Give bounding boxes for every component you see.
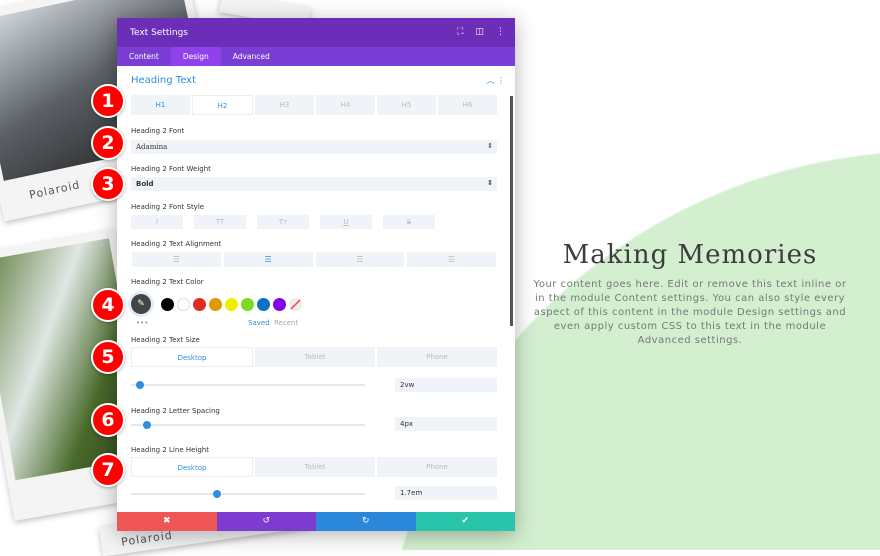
font-label: Heading 2 Font: [131, 127, 185, 135]
swatch-orange[interactable]: [209, 297, 222, 311]
align-label: Heading 2 Text Alignment: [131, 240, 222, 248]
section-title[interactable]: Heading Text: [131, 75, 197, 86]
module-heading: Making Memories: [562, 240, 818, 270]
tab-content[interactable]: Content: [129, 52, 159, 61]
step-badge: 1: [91, 84, 125, 118]
spacing-slider[interactable]: [131, 421, 365, 429]
size-label: Heading 2 Text Size: [131, 336, 200, 344]
weight-select[interactable]: Bold ⇕: [131, 177, 497, 191]
tab-advanced[interactable]: Advanced: [232, 52, 270, 61]
step-badge: 5: [91, 340, 125, 374]
alignment-buttons: ☰ ☰ ☰ ☰: [132, 252, 496, 267]
heading-level-h3[interactable]: H3: [255, 95, 314, 115]
slider-handle[interactable]: [135, 381, 144, 389]
weight-label: Heading 2 Font Weight: [131, 165, 211, 173]
size-input[interactable]: 2vw: [395, 378, 497, 392]
save-button[interactable]: ✔: [415, 512, 515, 531]
more-icon[interactable]: ⋮: [496, 27, 505, 37]
size-slider[interactable]: [131, 381, 365, 389]
capitalize-button[interactable]: Tт: [257, 215, 309, 229]
heading-level-tabs: H1 H2 H3 H4 H5 H6: [131, 95, 497, 115]
panel-header: Text Settings ⛶ ◫ ⋮: [117, 18, 515, 47]
tab-desktop[interactable]: Desktop: [131, 457, 253, 477]
heading-level-h2[interactable]: H2: [192, 95, 253, 115]
undo-button[interactable]: ↺: [216, 512, 316, 531]
scrollbar[interactable]: [510, 96, 513, 326]
step-badge: 4: [91, 288, 125, 322]
swatch-green[interactable]: [241, 297, 254, 311]
expand-icon[interactable]: ⛶: [457, 27, 464, 37]
split-icon[interactable]: ◫: [475, 27, 484, 37]
spacing-label: Heading 2 Letter Spacing: [131, 407, 220, 415]
font-value: Adamina: [136, 143, 168, 151]
tab-desktop[interactable]: Desktop: [131, 347, 253, 367]
heading-level-h1[interactable]: H1: [131, 95, 190, 115]
module-body: Your content goes here. Edit or remove t…: [533, 279, 847, 346]
tab-phone[interactable]: Phone: [377, 347, 497, 367]
select-arrow-icon: ⇕: [487, 179, 493, 187]
panel-title: Text Settings: [130, 28, 188, 38]
slider-handle[interactable]: [142, 421, 151, 429]
line-height-device-tabs: Desktop Tablet Phone: [131, 457, 497, 477]
step-badge: 6: [91, 403, 125, 437]
step-badge: 3: [91, 167, 125, 201]
font-style-buttons: I TT Tт U S: [131, 215, 435, 229]
tab-phone[interactable]: Phone: [377, 457, 497, 477]
swatch-yellow[interactable]: [225, 297, 238, 311]
align-justify-icon[interactable]: ☰: [407, 252, 496, 267]
step-badge: 2: [91, 126, 125, 160]
align-center-icon[interactable]: ☰: [223, 252, 313, 267]
color-label: Heading 2 Text Color: [131, 278, 204, 286]
strikethrough-button[interactable]: S: [383, 215, 435, 229]
swatch-black[interactable]: [161, 297, 174, 311]
swatch-blue[interactable]: [257, 297, 270, 311]
underline-button[interactable]: U: [320, 215, 372, 229]
swatch-red[interactable]: [193, 297, 206, 311]
weight-value: Bold: [136, 180, 154, 188]
size-device-tabs: Desktop Tablet Phone: [131, 347, 497, 367]
uppercase-button[interactable]: TT: [194, 215, 246, 229]
line-height-slider[interactable]: [131, 490, 365, 498]
section-controls[interactable]: ︿ ⋮: [486, 76, 505, 85]
spacing-input[interactable]: 4px: [395, 417, 497, 431]
tab-tablet[interactable]: Tablet: [255, 347, 375, 367]
italic-button[interactable]: I: [131, 215, 183, 229]
more-colors-button[interactable]: •••: [136, 319, 149, 327]
swatch-purple[interactable]: [273, 297, 286, 311]
step-badge: 7: [91, 453, 125, 487]
line-height-label: Heading 2 Line Height: [131, 446, 209, 454]
text-module[interactable]: Making Memories Your content goes here. …: [530, 240, 850, 348]
saved-tab[interactable]: Saved: [248, 319, 270, 327]
swatch-clear[interactable]: [289, 297, 302, 311]
panel-tabs: Content Design Advanced: [117, 47, 515, 66]
heading-level-h5[interactable]: H5: [377, 95, 436, 115]
panel-footer: ✖ ↺ ↻ ✔: [117, 512, 515, 531]
heading-level-h6[interactable]: H6: [438, 95, 497, 115]
redo-button[interactable]: ↻: [316, 512, 416, 531]
tab-tablet[interactable]: Tablet: [255, 457, 375, 477]
eyedropper-icon[interactable]: ✎: [131, 294, 151, 314]
align-right-icon[interactable]: ☰: [315, 252, 405, 267]
panel-body: Heading Text ︿ ⋮ H1 H2 H3 H4 H5 H6 Headi…: [117, 66, 515, 512]
slider-handle[interactable]: [212, 490, 221, 498]
select-arrow-icon: ⇕: [487, 142, 493, 150]
color-swatches: ✎: [131, 294, 302, 314]
text-settings-panel: Text Settings ⛶ ◫ ⋮ Content Design Advance…: [117, 18, 515, 531]
swatch-white[interactable]: [177, 297, 190, 311]
line-height-input[interactable]: 1.7em: [395, 486, 497, 500]
recent-tab[interactable]: Recent: [274, 319, 299, 327]
align-left-icon[interactable]: ☰: [132, 252, 221, 267]
cancel-button[interactable]: ✖: [117, 512, 217, 531]
tab-design[interactable]: Design: [170, 47, 221, 66]
style-label: Heading 2 Font Style: [131, 203, 205, 211]
font-select[interactable]: Adamina ⇕: [131, 140, 497, 154]
heading-level-h4[interactable]: H4: [316, 95, 375, 115]
